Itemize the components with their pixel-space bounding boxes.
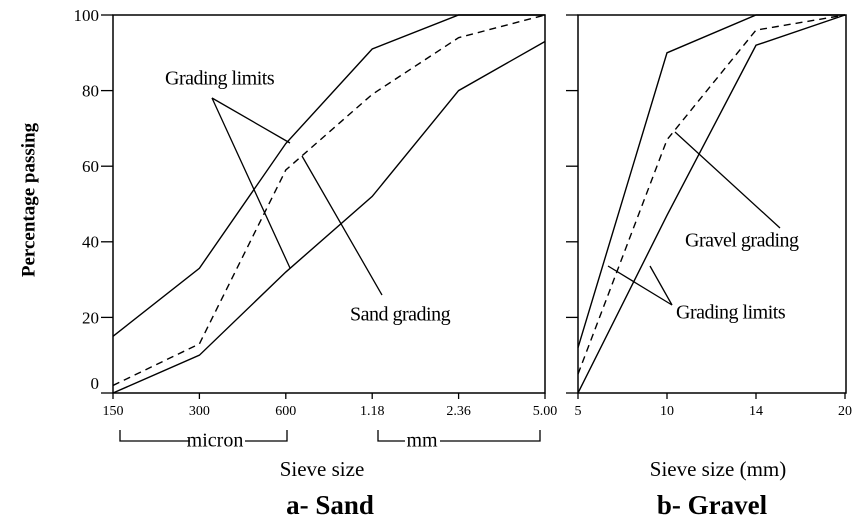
y-tick-label: 60: [82, 157, 99, 176]
unit-label: micron: [187, 430, 244, 452]
annotation: Gravel grading: [685, 230, 799, 252]
y-tick-label: 0: [91, 374, 100, 393]
panel-frame: [577, 14, 847, 394]
x-tick-label: 14: [749, 404, 763, 419]
line-series: [577, 14, 846, 394]
x-tick-label: 300: [189, 404, 210, 419]
y-tick-label: 20: [82, 308, 99, 327]
x-tick-label: 600: [275, 404, 296, 419]
line-series: [112, 40, 546, 394]
x-axis-label: Sieve size (mm): [650, 457, 786, 481]
y-tick-label: 40: [82, 233, 99, 252]
x-tick-label: 1.18: [360, 404, 385, 419]
panel-caption: a- Sand: [286, 490, 374, 520]
panel-caption: b- Gravel: [657, 490, 768, 520]
annotation-leaders: [211, 97, 781, 306]
line-series: [112, 14, 545, 337]
x-tick-label: 5: [575, 404, 582, 419]
x-tick-label: 150: [103, 404, 124, 419]
x-tick-label: 10: [660, 404, 674, 419]
unit-bracket: [119, 430, 288, 442]
unit-label: mm: [406, 430, 438, 452]
panel-frame: [112, 14, 546, 394]
y-tick-label: 100: [74, 6, 100, 25]
x-axis-label: Sieve size: [280, 457, 365, 481]
line-series: [577, 14, 845, 348]
annotation: Sand grading: [350, 304, 451, 326]
y-tick-label: 80: [82, 82, 99, 101]
x-tick-label: 5.00: [533, 404, 558, 419]
y-axis-label: Percentage passing: [18, 122, 39, 277]
line-series: [577, 14, 846, 375]
x-tick-label: 2.36: [446, 404, 471, 419]
x-tick-label: 20: [838, 404, 852, 419]
unit-bracket: [377, 430, 541, 442]
annotation: Grading limits: [676, 302, 786, 324]
annotation: Grading limits: [165, 68, 275, 90]
